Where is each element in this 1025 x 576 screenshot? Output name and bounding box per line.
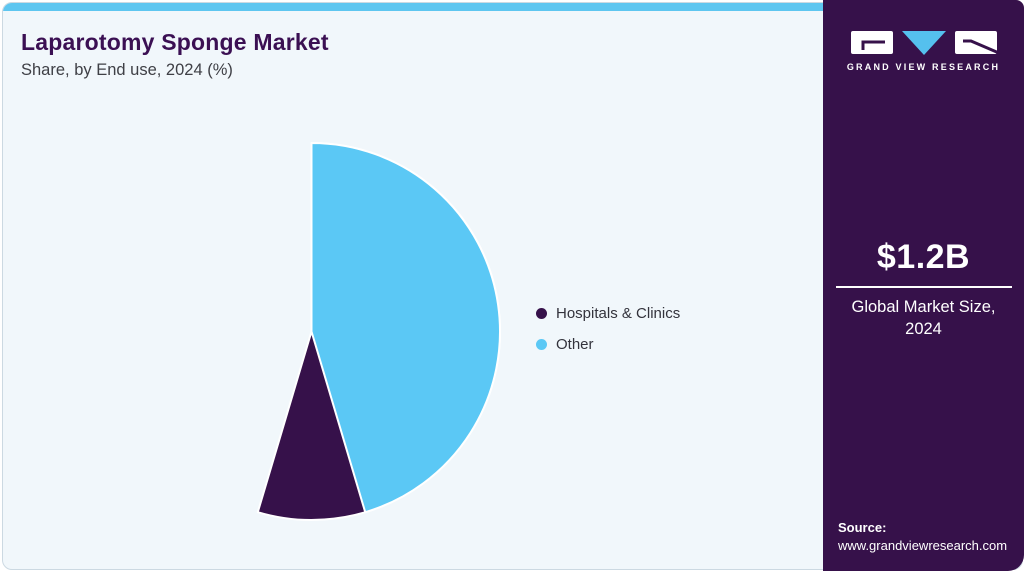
brand-name: GRAND VIEW RESEARCH: [846, 62, 1001, 72]
market-size-caption: Global Market Size, 2024: [851, 298, 996, 339]
source-block: Source: www.grandviewresearch.com: [838, 520, 1007, 553]
legend-dot-hospitals-clinics: [536, 308, 547, 319]
chart-subtitle: Share, by End use, 2024 (%): [21, 61, 233, 79]
source-label: Source:: [838, 520, 887, 535]
legend-label: Hospitals & Clinics: [556, 305, 681, 322]
market-size-value: $1.2B: [876, 238, 971, 276]
legend-dot-other: [536, 339, 547, 350]
source-url[interactable]: www.grandviewresearch.com: [838, 538, 1008, 553]
legend-item-hospitals-clinics: Hospitals & Clinics: [536, 305, 680, 322]
legend: Hospitals & Clinics Other: [536, 305, 680, 367]
top-accent-bar: [3, 3, 824, 11]
pie-slice-other: [310, 142, 501, 514]
market-size-callout: $1.2B Global Market Size, 2024: [823, 238, 1024, 341]
brand-sidebar: GRAND VIEW RESEARCH $1.2B Global Market …: [823, 0, 1024, 571]
pie-chart: [256, 142, 501, 521]
divider: [835, 286, 1012, 288]
gvr-logo-icon: [850, 31, 999, 55]
legend-item-other: Other: [536, 336, 680, 353]
page-title: Laparotomy Sponge Market: [21, 29, 329, 55]
legend-label: Other: [556, 336, 594, 353]
brand-logo: GRAND VIEW RESEARCH: [823, 0, 1024, 72]
